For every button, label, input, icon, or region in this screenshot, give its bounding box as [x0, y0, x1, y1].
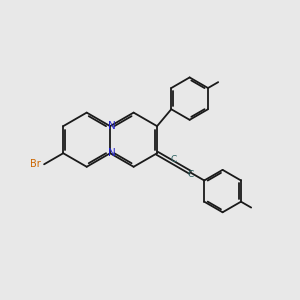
- Text: N: N: [108, 121, 116, 131]
- Text: C: C: [187, 170, 193, 179]
- Text: C: C: [170, 155, 177, 164]
- Text: Br: Br: [30, 159, 41, 169]
- Text: N: N: [108, 148, 116, 158]
